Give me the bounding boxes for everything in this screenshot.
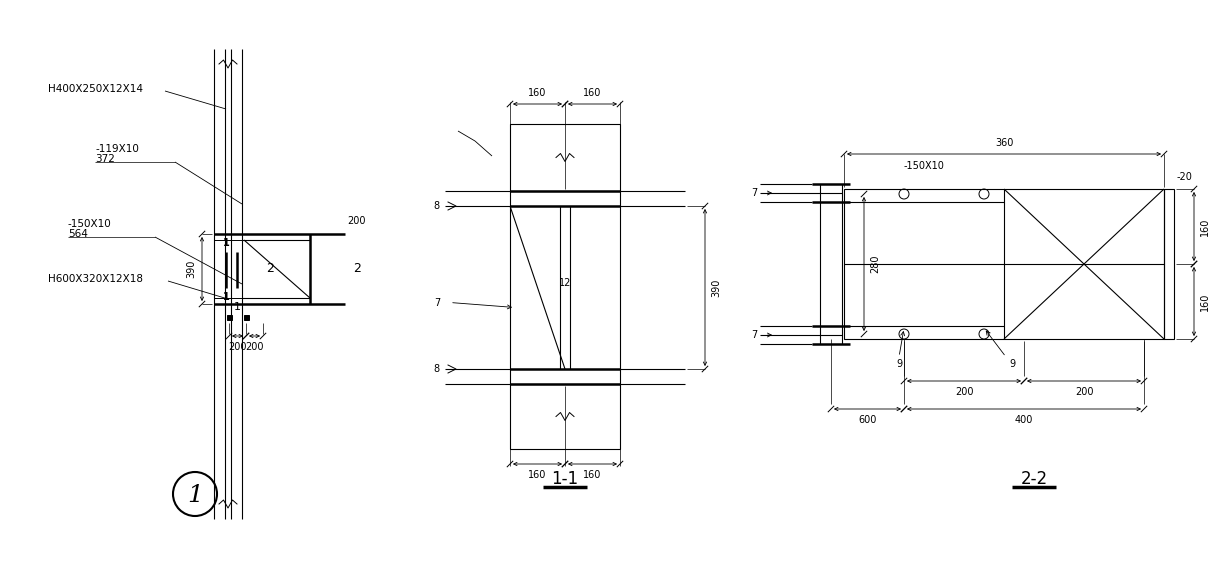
Text: 160: 160	[584, 470, 602, 480]
Text: 160: 160	[1200, 217, 1210, 236]
Text: 1: 1	[233, 302, 241, 312]
Text: 200: 200	[955, 387, 973, 397]
Text: 8: 8	[433, 201, 440, 211]
Text: 7: 7	[751, 330, 757, 340]
Text: 1: 1	[187, 483, 203, 507]
Text: 1-1: 1-1	[552, 470, 579, 488]
Text: 12: 12	[559, 277, 571, 288]
Text: 390: 390	[711, 278, 720, 296]
Text: 360: 360	[995, 138, 1013, 148]
Text: 372: 372	[95, 154, 115, 164]
Bar	[1164, 189, 1175, 339]
Text: 2: 2	[353, 262, 361, 276]
Text: 160: 160	[529, 470, 547, 480]
Text: 7: 7	[433, 298, 440, 307]
Text: 600: 600	[858, 415, 877, 425]
Bar	[510, 124, 620, 191]
Text: H400X250X12X14: H400X250X12X14	[48, 84, 143, 94]
Text: 1: 1	[222, 292, 230, 302]
Bar	[844, 189, 1164, 339]
Text: -119X10: -119X10	[95, 144, 139, 154]
Text: 160: 160	[529, 88, 547, 98]
Text: 280: 280	[871, 255, 880, 273]
Text: 8: 8	[433, 364, 440, 374]
Text: H600X320X12X18: H600X320X12X18	[48, 274, 143, 284]
Text: 200: 200	[347, 216, 365, 226]
Text: 2-2: 2-2	[1021, 470, 1048, 488]
Text: 160: 160	[584, 88, 602, 98]
Text: 564: 564	[68, 229, 88, 239]
Text: 1: 1	[222, 238, 230, 248]
Text: 9: 9	[896, 359, 902, 369]
Bar	[510, 384, 620, 449]
Text: 2: 2	[266, 262, 274, 276]
Text: -150X10: -150X10	[68, 219, 112, 229]
Text: 200: 200	[228, 342, 247, 352]
Text: 200: 200	[245, 342, 264, 352]
Bar	[243, 314, 249, 320]
Text: -150X10: -150X10	[904, 161, 944, 171]
Text: 9: 9	[1009, 359, 1015, 369]
Text: 160: 160	[1200, 292, 1210, 311]
Text: -20: -20	[1177, 172, 1193, 182]
Text: 400: 400	[1015, 415, 1033, 425]
Bar	[227, 314, 232, 320]
Text: 200: 200	[1074, 387, 1093, 397]
Text: 7: 7	[751, 188, 757, 198]
Text: 390: 390	[186, 260, 197, 278]
